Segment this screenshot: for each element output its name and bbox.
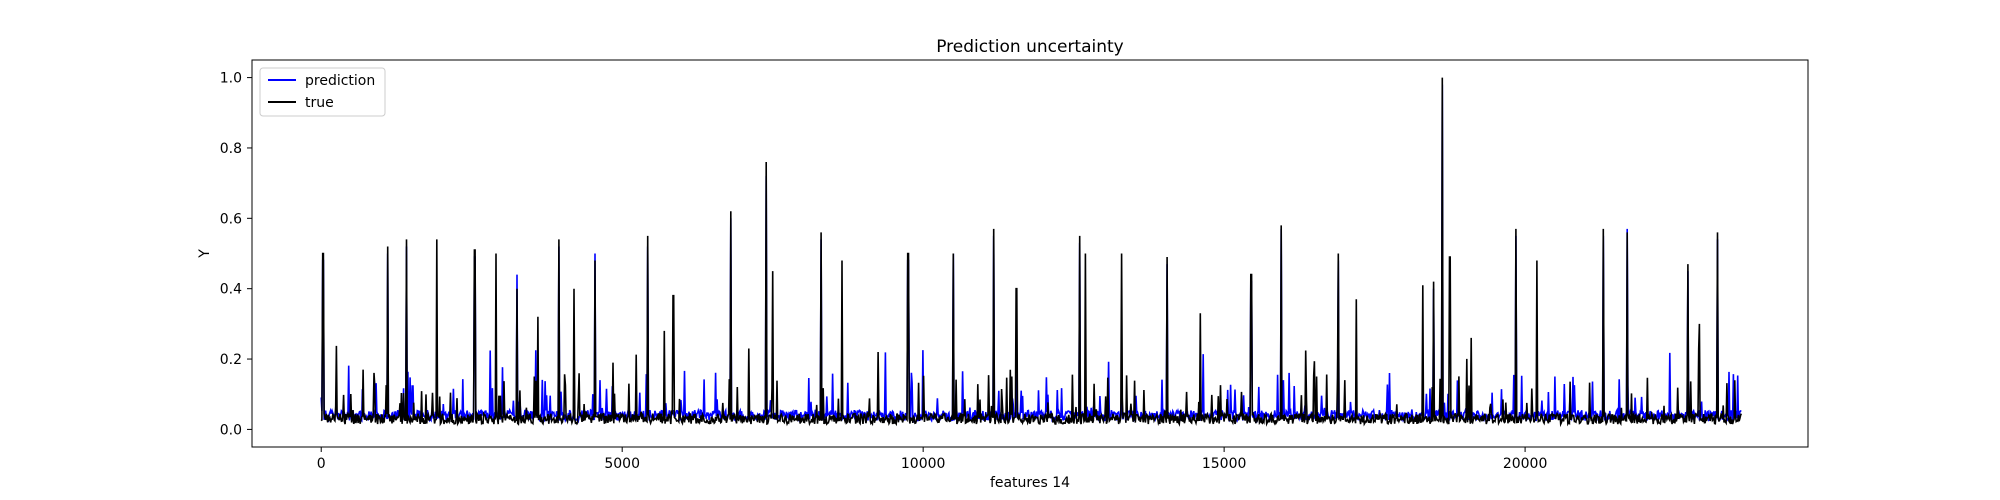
x-tick-label: 15000 <box>1202 456 1247 472</box>
x-axis: 0 5000 10000 15000 20000 <box>317 447 1548 472</box>
x-tick-label: 0 <box>317 456 326 472</box>
x-tick-label: 5000 <box>604 456 640 472</box>
y-tick-label: 0.8 <box>220 141 242 157</box>
series-group <box>320 77 1743 428</box>
y-tick-label: 0.4 <box>220 282 242 298</box>
y-tick-label: 0.0 <box>220 422 242 438</box>
legend-label-prediction: prediction <box>305 73 375 89</box>
x-tick-label: 20000 <box>1503 456 1548 472</box>
y-tick-label: 0.6 <box>220 211 242 227</box>
legend: prediction true <box>259 67 386 117</box>
series-line-true <box>320 77 1743 428</box>
y-axis-label: Y <box>197 249 213 259</box>
x-axis-label: features 14 <box>990 475 1070 491</box>
y-tick-label: 1.0 <box>220 71 242 87</box>
x-tick-label: 10000 <box>901 456 946 472</box>
chart-title: Prediction uncertainty <box>936 37 1124 57</box>
y-axis: 0.0 0.2 0.4 0.6 0.8 1.0 <box>220 71 252 438</box>
y-tick-label: 0.2 <box>220 352 242 368</box>
plot-frame <box>251 59 1809 448</box>
series-line-prediction <box>320 84 1742 424</box>
legend-label-true: true <box>305 95 334 111</box>
